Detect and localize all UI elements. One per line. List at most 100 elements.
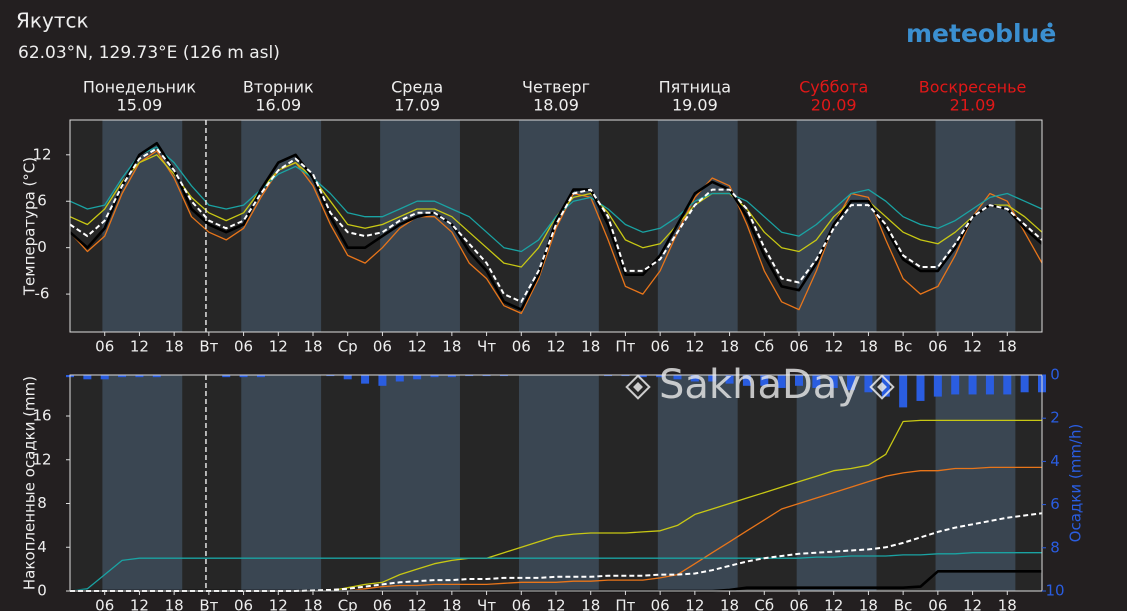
watermark-icon — [625, 374, 651, 400]
day-name: Воскресенье — [919, 78, 1027, 97]
day-name: Понедельник — [83, 78, 197, 97]
precip-bar — [482, 375, 491, 377]
precip-bar — [256, 375, 265, 378]
x-tick-label: 12 — [963, 338, 982, 356]
median-line — [69, 147, 1043, 303]
watermark: SakhaDay — [625, 362, 895, 408]
precip-bar — [222, 375, 231, 378]
x-tick-label: 06 — [512, 597, 531, 611]
precip-bar — [1020, 375, 1029, 393]
daylight-band — [102, 375, 183, 591]
x-tick-label: 12 — [408, 597, 427, 611]
precip-bar — [690, 375, 699, 382]
location-title: Якутск — [16, 9, 89, 33]
precip-bar — [621, 375, 630, 377]
day-date: 21.09 — [950, 96, 996, 115]
precip-bar — [725, 375, 734, 384]
x-tick-label: 18 — [165, 597, 184, 611]
precip-bar — [395, 375, 404, 382]
precip-bar — [742, 375, 751, 386]
x-tick-label: 12 — [269, 597, 288, 611]
precip-bar — [326, 375, 335, 377]
y2-tick-label: 2 — [1050, 409, 1060, 427]
precip-bar — [968, 375, 977, 395]
x-tick-label: 18 — [303, 597, 322, 611]
x-tick-label: 12 — [130, 597, 149, 611]
y-tick-label: -6 — [35, 285, 50, 303]
precip-bar — [361, 375, 370, 384]
ensemble-line — [69, 552, 1042, 592]
daylight-band — [102, 120, 183, 332]
day-name: Среда — [391, 78, 443, 97]
x-tick-label: 12 — [685, 597, 704, 611]
precip-bar — [673, 375, 682, 380]
y-tick-label: 8 — [37, 494, 47, 512]
x-tick-label: Пт — [615, 597, 635, 611]
x-tick-label: Сб — [754, 597, 774, 611]
daylight-band — [657, 120, 738, 332]
day-date: 17.09 — [394, 96, 440, 115]
precip-bar — [812, 375, 821, 388]
x-tick-label: 06 — [95, 338, 114, 356]
x-tick-label: 18 — [581, 597, 600, 611]
x-tick-label: Чт — [477, 338, 496, 356]
precip-bar — [933, 375, 942, 397]
precip-bar — [864, 375, 873, 393]
x-tick-label: 06 — [234, 597, 253, 611]
precip-bar — [985, 375, 994, 395]
x-tick-label: 18 — [998, 597, 1017, 611]
x-tick-label: 06 — [651, 597, 670, 611]
precip-bar — [413, 375, 422, 380]
precip-bar — [829, 375, 838, 388]
precip-bar — [604, 375, 613, 377]
x-tick-label: Чт — [477, 597, 496, 611]
y2-tick-label: 6 — [1050, 495, 1060, 513]
x-tick-label: 06 — [373, 338, 392, 356]
x-tick-label: 12 — [269, 338, 288, 356]
precip-bar — [1003, 375, 1012, 395]
x-tick-label: 18 — [581, 338, 600, 356]
precip-bar — [881, 375, 890, 397]
precip-bar — [499, 375, 508, 377]
x-tick-label: 12 — [824, 597, 843, 611]
x-tick-label: 06 — [789, 597, 808, 611]
y-tick-label: 0 — [37, 582, 47, 600]
y-axis-label: Температура (°C) — [21, 157, 39, 296]
x-tick-label: 06 — [651, 338, 670, 356]
x-tick-label: 12 — [546, 597, 565, 611]
day-name: Вторник — [243, 78, 314, 97]
logo-dot — [1047, 22, 1053, 28]
x-tick-label: 18 — [720, 597, 739, 611]
ensemble-line — [69, 150, 1043, 315]
x-tick-label: Пт — [615, 338, 635, 356]
x-tick-label: 12 — [963, 597, 982, 611]
logo: meteoblue — [906, 19, 1056, 48]
precip-bar — [378, 375, 387, 386]
precip-bar — [239, 375, 248, 378]
x-tick-label: 12 — [546, 338, 565, 356]
y-axis-label: Накопленные осадки (mm) — [21, 376, 39, 590]
y-tick-label: 4 — [37, 538, 47, 556]
y-tick-label: 6 — [37, 192, 47, 210]
watermark-icon — [869, 374, 895, 400]
precip-bar — [916, 375, 925, 401]
coordinates: 62.03°N, 129.73°E (126 m asl) — [18, 43, 280, 63]
y-tick-label: 0 — [37, 238, 47, 256]
x-tick-label: Сб — [754, 338, 774, 356]
daylight-band — [518, 375, 599, 591]
precip-bar — [899, 375, 908, 408]
ensemble-line — [69, 146, 1043, 253]
ensemble-line — [69, 141, 1043, 311]
day-name: Суббота — [799, 78, 868, 97]
precip-bar — [638, 375, 647, 378]
precip-bar — [847, 375, 856, 391]
x-tick-label: 06 — [373, 597, 392, 611]
x-tick-label: 12 — [408, 338, 427, 356]
precip-bar — [795, 375, 803, 386]
day-date: 15.09 — [117, 96, 163, 115]
precip-bar — [135, 375, 144, 378]
daylight-band — [657, 375, 738, 591]
x-tick-label: Вт — [199, 338, 218, 356]
